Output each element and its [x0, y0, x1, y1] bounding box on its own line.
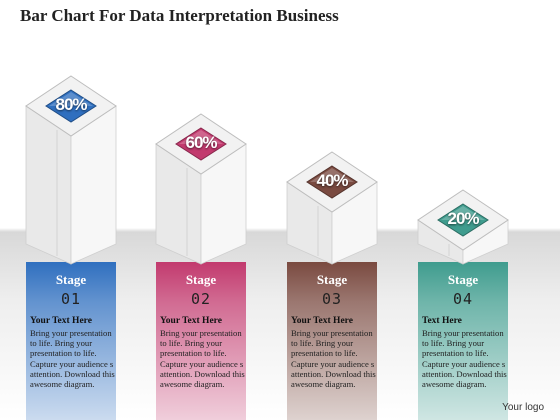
bar-top-color-1 — [45, 89, 97, 123]
stage-number-4: 04 — [452, 290, 474, 308]
stage-heading-1: Your Text Here — [30, 316, 92, 326]
stage-body-4: Bring your presentation to life. Bring y… — [422, 328, 507, 390]
bar-column-2: 60% Stage 02 Your Text Here Bring your prese… — [155, 0, 247, 420]
bar-top-color-3 — [306, 165, 358, 199]
value-label-1: 80% — [55, 95, 87, 114]
stage-body-2: Bring your presentation to life. Bring y… — [160, 328, 245, 390]
stage-label-1: Stage — [55, 272, 87, 287]
bar-column-3: 40% Stage 03 Your Text Here Bring your prese… — [286, 0, 378, 420]
bar-prism-3 — [286, 151, 378, 265]
bar-column-4: 20% Stage 04 Text Here Bring your presentati… — [417, 0, 509, 420]
stage-number-3: 03 — [321, 290, 343, 308]
stage-band-1 — [26, 262, 116, 420]
stage-label-4: Stage — [447, 272, 479, 287]
stage-band-3 — [287, 262, 377, 420]
stage-heading-2: Your Text Here — [160, 316, 222, 326]
stage-label-3: Stage — [316, 272, 348, 287]
stage-number-1: 01 — [60, 290, 82, 308]
bar-top-gloss-1 — [49, 92, 93, 106]
stage-label-2: Stage — [185, 272, 217, 287]
stage-number-2: 02 — [190, 290, 212, 308]
bar-top-color-2 — [175, 127, 227, 161]
bar-top-color-4 — [437, 203, 489, 237]
stage-band-2 — [156, 262, 246, 420]
value-label-2: 60% — [185, 133, 217, 152]
stage-heading-3: Your Text Here — [291, 316, 353, 326]
page-title: Bar Chart For Data Interpretation Busine… — [20, 6, 339, 25]
stage-band-4 — [418, 262, 508, 420]
logo-text: Your logo — [502, 402, 544, 413]
bar-top-gloss-4 — [441, 206, 485, 220]
stage-body-3: Bring your presentation to life. Bring y… — [291, 328, 376, 390]
bar-top-gloss-3 — [310, 168, 354, 182]
bar-prism-4 — [417, 189, 509, 265]
bar-top-gloss-2 — [179, 130, 223, 144]
value-label-4: 20% — [447, 209, 479, 228]
bar-prism-2 — [155, 113, 247, 265]
bar-prism-1 — [25, 75, 117, 265]
value-label-3: 40% — [316, 171, 348, 190]
bar-column-1: 80% Stage 01 Your Text Here Bring your prese… — [25, 0, 117, 420]
stage-heading-4: Text Here — [422, 316, 462, 326]
stage-body-1: Bring your presentation to life. Bring y… — [30, 328, 115, 390]
